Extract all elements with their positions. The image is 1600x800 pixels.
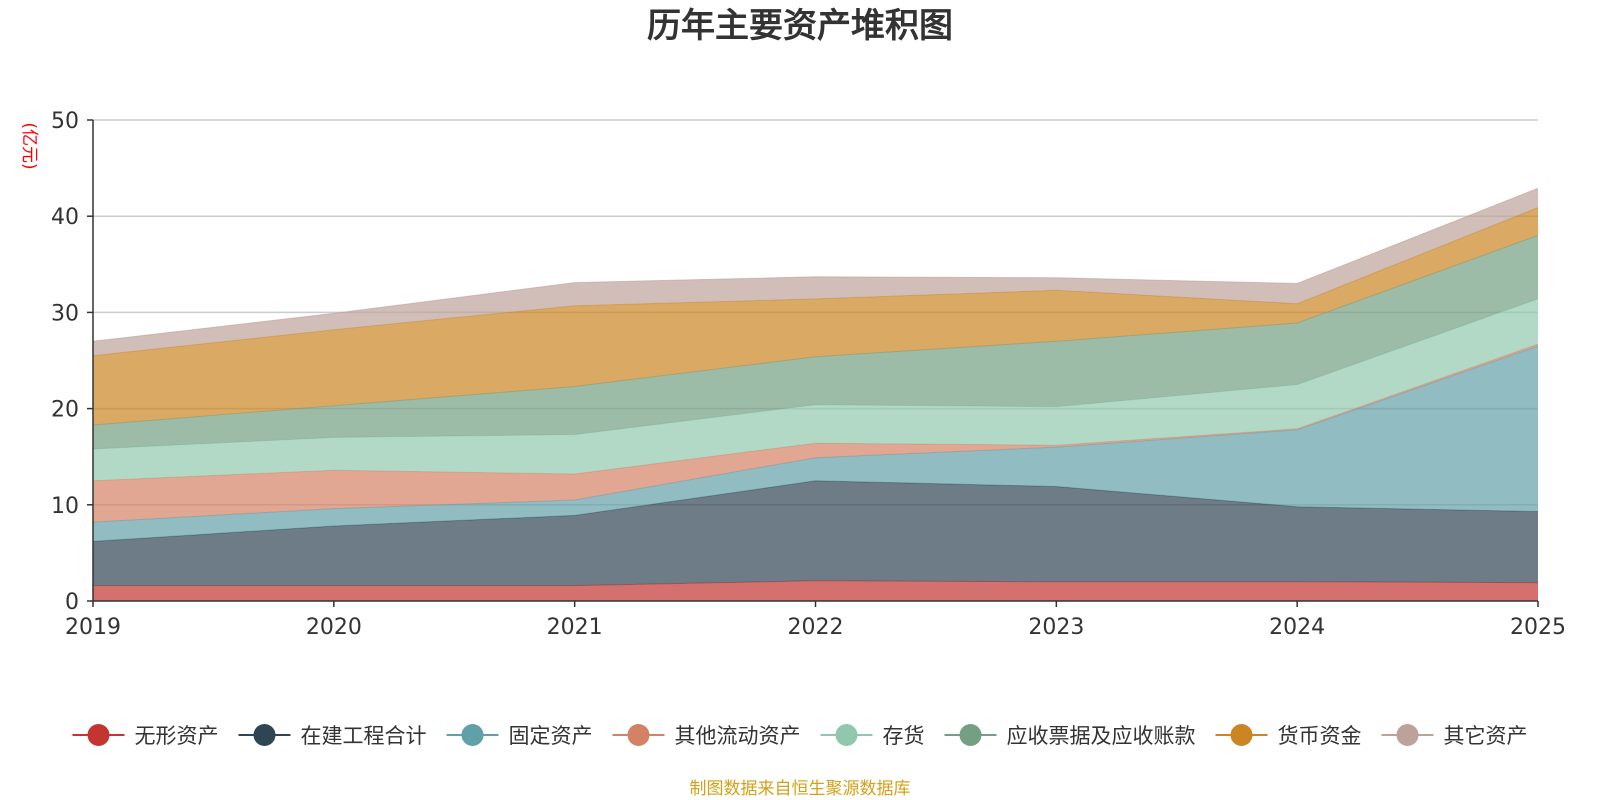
legend-swatch-circle [835,724,858,746]
area-series-4 [93,298,1538,481]
data-source-note: 制图数据来自恒生聚源数据库 [690,779,911,799]
area-series-2 [93,346,1538,542]
legend-swatch-circle [959,724,982,746]
x-tick-label-2020: 2020 [306,615,362,640]
legend-item-4[interactable]: 存货 [820,724,925,748]
x-tick-label-2021: 2021 [547,615,603,640]
legend-label: 存货 [883,724,925,748]
legend-label: 在建工程合计 [301,724,427,748]
x-tick-label-2024: 2024 [1269,615,1325,640]
x-tick-label-2019: 2019 [65,615,121,640]
chart-title: 历年主要资产堆积图 [647,6,953,46]
legend-label: 货币资金 [1278,724,1362,748]
y-tick-label-20: 20 [51,398,79,423]
y-tick-label-0: 0 [65,590,79,615]
legend-swatch-circle [1230,724,1253,746]
y-tick-label-30: 30 [51,301,79,326]
area-series-6 [93,207,1538,425]
legend-item-3[interactable]: 其他流动资产 [612,724,801,748]
legend-swatch-circle [253,724,276,746]
area-series-group [92,187,1539,601]
legend-item-7[interactable]: 其它资产 [1381,724,1528,748]
x-tick-label-2025: 2025 [1510,615,1566,640]
legend-swatch-circle [1396,724,1419,746]
legend-item-5[interactable]: 应收票据及应收账款 [944,724,1196,748]
legend-swatch-circle [627,724,650,746]
area-series-3 [93,344,1538,523]
x-tick-label-2022: 2022 [788,615,844,640]
y-tick-label-40: 40 [51,205,79,230]
y-tick-label-50: 50 [51,109,79,134]
area-series-edge-7 [92,187,1539,342]
axes: 0 10 20 30 40 50 2019 2020 2021 2022 2023 2024 2025 [51,109,1566,640]
area-series-1 [93,480,1538,586]
y-axis-unit-label: (亿元) [19,122,39,169]
legend-label: 应收票据及应收账款 [1007,724,1196,748]
legend-swatch-circle [87,724,110,746]
legend-item-1[interactable]: 在建工程合计 [238,724,427,748]
y-tick-label-10: 10 [51,494,79,519]
legend-label: 其它资产 [1444,724,1528,748]
legend-item-6[interactable]: 货币资金 [1215,724,1362,748]
legend-label: 其他流动资产 [675,724,801,748]
x-tick-label-2023: 2023 [1028,615,1084,640]
legend-label: 固定资产 [509,724,593,748]
legend: 无形资产 在建工程合计 固定资产 其他流动资产 存货 应收票据及应收账款 货币资金 其它资产 [72,724,1528,748]
area-series-7 [93,188,1538,356]
legend-swatch-circle [461,724,484,746]
legend-label: 无形资产 [135,724,219,748]
legend-item-2[interactable]: 固定资产 [446,724,593,748]
legend-item-0[interactable]: 无形资产 [72,724,219,748]
area-series-5 [93,235,1538,449]
